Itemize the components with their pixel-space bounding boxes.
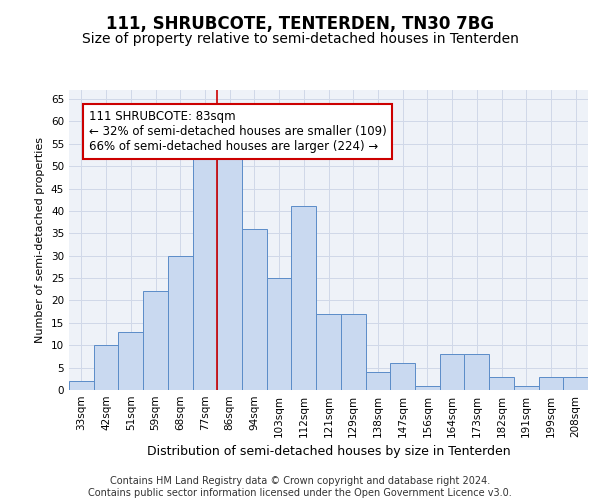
Bar	[193, 157, 217, 390]
Bar	[316, 314, 341, 390]
Bar	[69, 381, 94, 390]
Bar	[440, 354, 464, 390]
Bar	[390, 363, 415, 390]
Bar	[94, 345, 118, 390]
Bar	[563, 376, 588, 390]
Text: 111, SHRUBCOTE, TENTERDEN, TN30 7BG: 111, SHRUBCOTE, TENTERDEN, TN30 7BG	[106, 15, 494, 33]
Bar	[143, 292, 168, 390]
Bar	[267, 278, 292, 390]
Bar	[514, 386, 539, 390]
Bar	[415, 386, 440, 390]
Text: Contains HM Land Registry data © Crown copyright and database right 2024.
Contai: Contains HM Land Registry data © Crown c…	[88, 476, 512, 498]
Bar	[118, 332, 143, 390]
Bar	[539, 376, 563, 390]
Text: Size of property relative to semi-detached houses in Tenterden: Size of property relative to semi-detach…	[82, 32, 518, 46]
Bar	[168, 256, 193, 390]
Y-axis label: Number of semi-detached properties: Number of semi-detached properties	[35, 137, 46, 343]
X-axis label: Distribution of semi-detached houses by size in Tenterden: Distribution of semi-detached houses by …	[146, 446, 511, 458]
Bar	[341, 314, 365, 390]
Bar	[292, 206, 316, 390]
Bar	[365, 372, 390, 390]
Bar	[242, 229, 267, 390]
Bar	[217, 152, 242, 390]
Bar	[489, 376, 514, 390]
Bar	[464, 354, 489, 390]
Text: 111 SHRUBCOTE: 83sqm
← 32% of semi-detached houses are smaller (109)
66% of semi: 111 SHRUBCOTE: 83sqm ← 32% of semi-detac…	[89, 110, 386, 153]
